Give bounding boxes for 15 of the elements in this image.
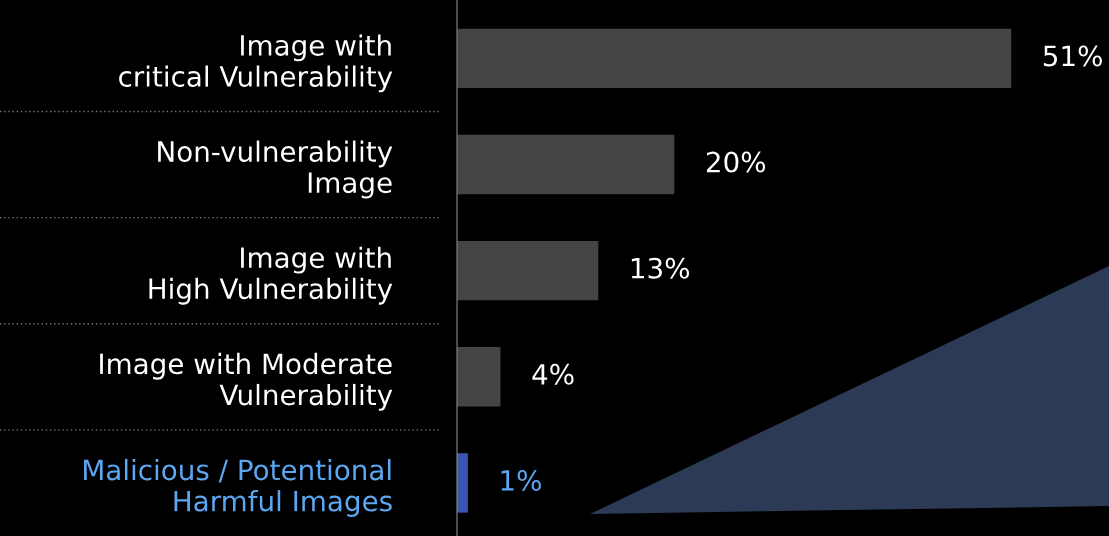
bar bbox=[457, 134, 675, 195]
data-label: 1% bbox=[501, 469, 541, 491]
y-tick-label: Image with critical Vulnerability bbox=[119, 34, 393, 93]
bar bbox=[457, 240, 599, 301]
data-label: 4% bbox=[532, 363, 574, 385]
y-tick-label: Malicious / Potentional Harmful Images bbox=[84, 458, 392, 517]
bar bbox=[457, 453, 468, 513]
y-tick-label: Image with Moderate Vulnerability bbox=[100, 352, 393, 411]
y-tick-label: Non-vulnerability Image bbox=[158, 140, 393, 199]
data-label: 20% bbox=[706, 151, 766, 173]
bar bbox=[457, 347, 501, 407]
bar bbox=[457, 28, 1012, 89]
y-tick-label: Image with High Vulnerability bbox=[149, 246, 393, 305]
data-label: 13% bbox=[631, 257, 690, 279]
data-label: 51% bbox=[1043, 45, 1102, 67]
